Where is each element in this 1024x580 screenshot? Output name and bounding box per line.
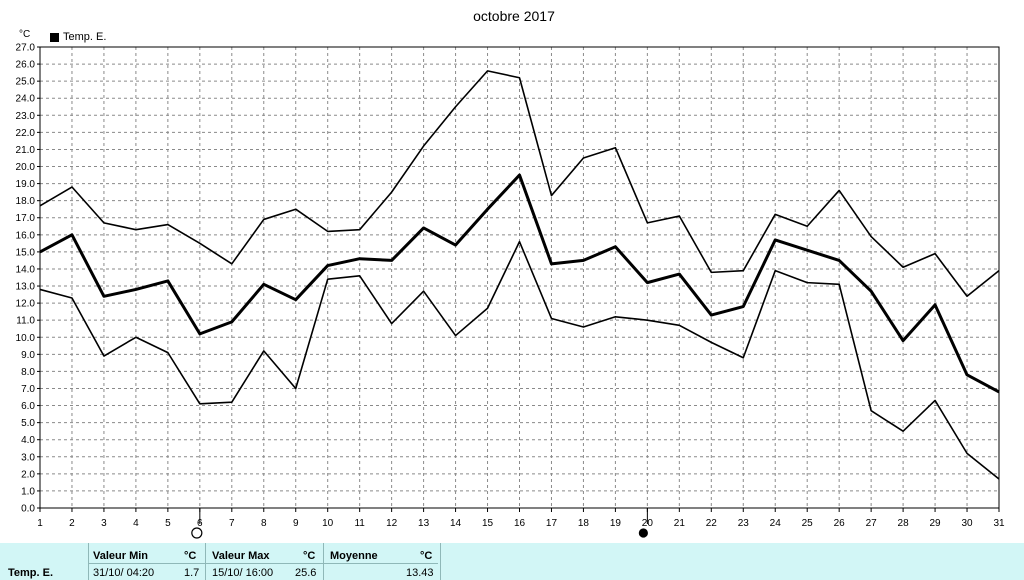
x-tick-label: 8	[261, 518, 267, 529]
max-header: Valeur Max	[212, 550, 270, 562]
y-tick-label: 17.0	[16, 213, 36, 224]
y-axis-ticks: 0.0 1.0 2.0 3.0 4.0 5.0 6.0 7.0 8.0 9.0 10.0 11.0 12…	[16, 43, 40, 515]
avg-value: 13.43	[406, 567, 434, 579]
grid-lines	[40, 47, 999, 508]
x-tick-label: 19	[610, 518, 622, 529]
stats-divider	[88, 543, 89, 580]
plot-frame	[39, 46, 1000, 509]
new-moon-icon	[638, 528, 648, 538]
y-tick-label: 7.0	[21, 384, 35, 395]
y-tick-label: 24.0	[16, 94, 36, 105]
x-tick-label: 1	[37, 518, 43, 529]
full-moon-icon	[191, 527, 203, 539]
x-tick-label: 18	[578, 518, 590, 529]
chart-title: octobre 2017	[473, 8, 555, 24]
stats-divider	[440, 543, 441, 580]
y-tick-label: 0.0	[21, 504, 35, 515]
series-lines	[39, 70, 1000, 480]
stats-divider	[205, 543, 206, 580]
y-tick-label: 27.0	[16, 43, 36, 54]
y-tick-label: 20.0	[16, 162, 36, 173]
y-tick-label: 23.0	[16, 111, 36, 122]
y-tick-label: 21.0	[16, 145, 36, 156]
x-tick-label: 7	[229, 518, 235, 529]
legend-swatch	[50, 32, 59, 42]
x-tick-label: 29	[930, 518, 942, 529]
y-tick-label: 26.0	[16, 60, 36, 71]
moon-markers	[191, 508, 648, 539]
y-tick-label: 19.0	[16, 179, 36, 190]
x-tick-label: 26	[834, 518, 846, 529]
series-line-max	[39, 70, 1000, 298]
x-tick-label: 23	[738, 518, 750, 529]
x-tick-label: 15	[482, 518, 494, 529]
y-tick-label: 2.0	[21, 469, 35, 480]
x-tick-label: 4	[133, 518, 139, 529]
x-tick-label: 13	[418, 518, 430, 529]
x-tick-label: 30	[961, 518, 973, 529]
x-axis-ticks: 1234567891011121314151617181920212223242…	[37, 508, 1005, 529]
y-tick-label: 3.0	[21, 452, 35, 463]
y-tick-label: 11.0	[16, 316, 35, 327]
y-tick-label: 16.0	[16, 230, 36, 241]
legend-label: Temp. E.	[63, 31, 107, 43]
max-value: 25.6	[295, 567, 317, 579]
x-tick-label: 28	[898, 518, 910, 529]
x-tick-label: 3	[101, 518, 107, 529]
y-tick-label: 18.0	[16, 196, 36, 207]
min-timestamp: 31/10/ 04:20	[93, 567, 155, 579]
x-tick-label: 16	[514, 518, 526, 529]
avg-unit: °C	[420, 550, 433, 562]
y-tick-label: 13.0	[16, 282, 36, 293]
stats-panel: Temp. E. Valeur Min °C 31/10/ 04:20 1.7 …	[0, 543, 1024, 580]
x-tick-label: 12	[386, 518, 398, 529]
y-tick-label: 22.0	[16, 128, 36, 139]
x-tick-label: 17	[546, 518, 558, 529]
y-tick-label: 12.0	[16, 299, 36, 310]
series-line-min	[39, 240, 1000, 480]
y-axis-unit: °C	[19, 29, 30, 40]
x-tick-label: 10	[322, 518, 334, 529]
y-tick-label: 8.0	[21, 367, 35, 378]
min-unit: °C	[184, 550, 197, 562]
x-tick-label: 2	[69, 518, 75, 529]
x-tick-label: 5	[165, 518, 171, 529]
x-tick-label: 24	[770, 518, 782, 529]
x-tick-label: 27	[866, 518, 878, 529]
y-tick-label: 4.0	[21, 435, 35, 446]
y-tick-label: 5.0	[21, 418, 35, 429]
series-line-mean	[39, 173, 1000, 394]
min-value: 1.7	[184, 567, 200, 579]
temperature-chart: octobre 2017 °C 0.0 1.0 2.0 3.0 4.0 5.0 6.0 7.0…	[16, 8, 1005, 539]
y-tick-label: 15.0	[16, 247, 36, 258]
max-timestamp: 15/10/ 16:00	[212, 567, 274, 579]
legend: Temp. E.	[50, 31, 106, 43]
x-tick-label: 11	[354, 518, 365, 529]
stats-divider	[323, 543, 324, 580]
y-tick-label: 14.0	[16, 264, 36, 275]
avg-header: Moyenne	[330, 550, 378, 562]
y-tick-label: 25.0	[16, 77, 36, 88]
y-tick-label: 10.0	[16, 333, 36, 344]
y-tick-label: 9.0	[21, 350, 35, 361]
min-header: Valeur Min	[93, 550, 149, 562]
x-tick-label: 9	[293, 518, 299, 529]
stats-row-label: Temp. E.	[8, 567, 54, 579]
x-tick-label: 21	[674, 518, 686, 529]
x-tick-label: 25	[802, 518, 814, 529]
stats-row-divider	[88, 563, 438, 564]
y-tick-label: 1.0	[21, 486, 35, 497]
x-tick-label: 14	[450, 518, 462, 529]
y-tick-label: 6.0	[21, 401, 35, 412]
max-unit: °C	[303, 550, 316, 562]
x-tick-label: 31	[993, 518, 1005, 529]
x-tick-label: 22	[706, 518, 718, 529]
